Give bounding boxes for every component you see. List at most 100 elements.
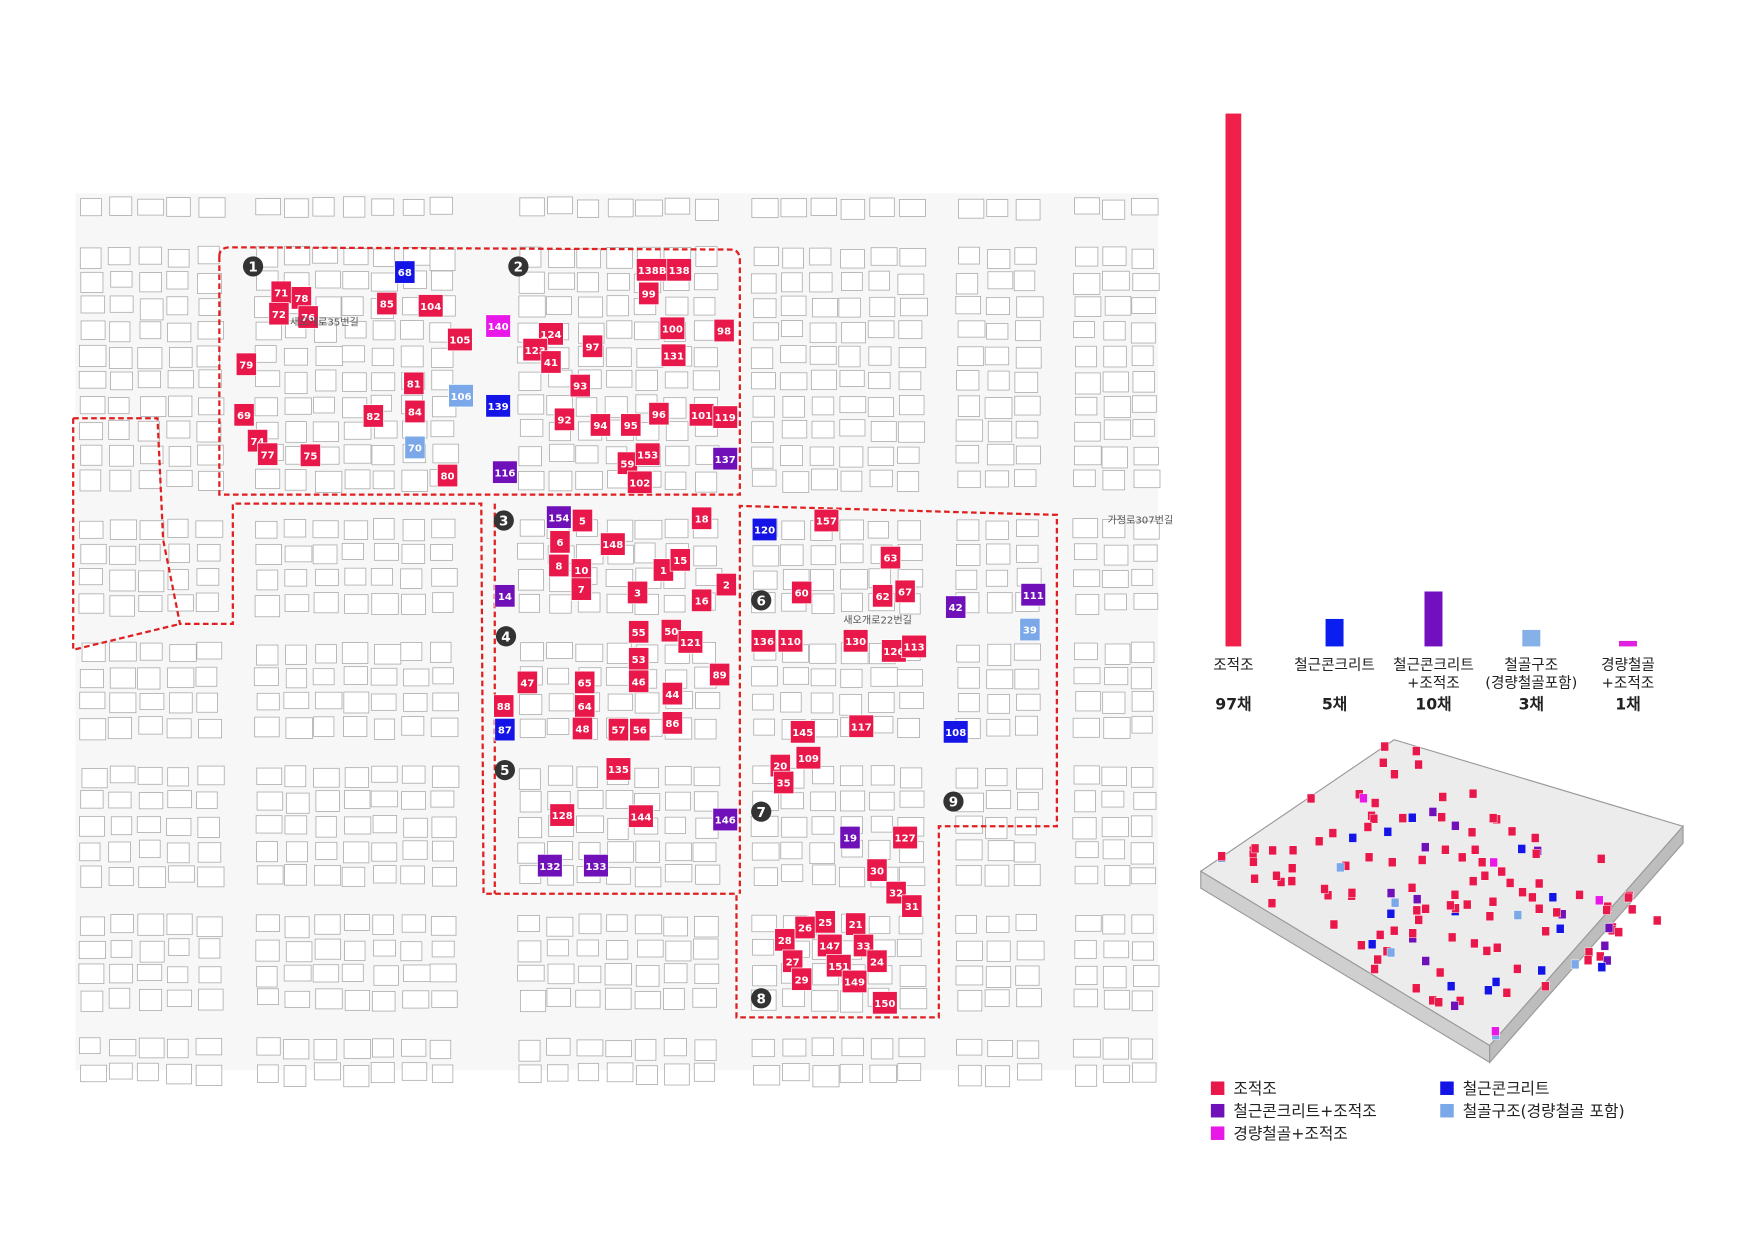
map-block xyxy=(343,196,366,218)
map-block xyxy=(811,1037,834,1056)
map-block xyxy=(256,966,278,988)
map-block xyxy=(370,667,398,686)
map-block xyxy=(198,938,221,959)
map-block xyxy=(519,718,546,738)
map-block xyxy=(1102,966,1127,989)
map-block xyxy=(79,669,104,689)
map-block xyxy=(1131,395,1157,413)
map-block xyxy=(255,468,281,489)
map-block xyxy=(109,641,137,662)
map-block xyxy=(196,916,223,938)
axo-building xyxy=(1614,927,1623,937)
axo-building xyxy=(1408,928,1417,938)
map-block xyxy=(868,270,890,291)
map-block xyxy=(546,939,569,957)
bar xyxy=(1225,113,1242,647)
axo-building xyxy=(1357,940,1366,950)
map-block xyxy=(752,322,779,341)
map-block xyxy=(782,471,810,493)
map-block xyxy=(955,419,984,442)
map-block xyxy=(167,370,194,389)
bar xyxy=(1522,629,1541,647)
zone-outline xyxy=(218,246,741,496)
map-block xyxy=(576,272,599,293)
map-block xyxy=(780,295,807,317)
building xyxy=(549,803,575,827)
map-block xyxy=(1074,790,1096,813)
map-block xyxy=(284,569,308,587)
map-block xyxy=(1075,594,1100,615)
map-block xyxy=(518,446,542,467)
building-label: 82 xyxy=(366,412,380,423)
building-label: 24 xyxy=(870,957,884,968)
category-label: 철근콘크리트 xyxy=(1294,657,1375,674)
map-block xyxy=(1103,544,1129,566)
map-block xyxy=(809,346,837,365)
map-block xyxy=(429,1039,452,1060)
value-label: 10채 xyxy=(1415,694,1451,713)
map-block xyxy=(899,988,928,1010)
building-label: 123 xyxy=(525,346,546,357)
building-label: 48 xyxy=(575,725,589,736)
map-block xyxy=(985,768,1008,787)
map-block xyxy=(138,866,166,888)
building-label: 47 xyxy=(520,679,534,690)
map-block xyxy=(313,716,335,737)
value-label: 1채 xyxy=(1615,694,1640,713)
building xyxy=(437,463,459,488)
map-block xyxy=(810,791,836,812)
map-block xyxy=(372,470,395,490)
map-block xyxy=(546,1037,571,1056)
map-block xyxy=(957,320,986,338)
axo-building xyxy=(1398,813,1407,823)
map-block xyxy=(1101,790,1125,808)
map-block xyxy=(373,718,396,740)
building-label: 86 xyxy=(665,719,679,730)
axo-building xyxy=(1347,888,1357,898)
map-block xyxy=(782,396,805,418)
building xyxy=(945,595,967,619)
map-block xyxy=(780,320,804,337)
map-block xyxy=(984,864,1010,887)
legend-swatch xyxy=(1210,1103,1225,1118)
axo-building xyxy=(1518,887,1527,897)
building xyxy=(885,881,907,905)
axo-building xyxy=(1386,909,1396,919)
map-block xyxy=(576,939,599,957)
map-block xyxy=(285,717,313,739)
building-label: 63 xyxy=(883,554,897,565)
map-block xyxy=(578,965,602,984)
map-block xyxy=(693,766,721,787)
map-block xyxy=(370,568,393,586)
map-block xyxy=(109,595,135,617)
map-block xyxy=(198,369,222,388)
map-block xyxy=(811,420,835,439)
axo-building xyxy=(1369,813,1379,824)
map-block xyxy=(955,839,983,861)
map-block xyxy=(518,569,544,591)
building-label: 41 xyxy=(544,358,558,369)
building xyxy=(661,711,683,735)
map-block xyxy=(634,542,656,564)
legend-swatch xyxy=(1440,1103,1454,1118)
map-block xyxy=(606,295,629,317)
map-block xyxy=(401,765,426,784)
map-block xyxy=(838,345,861,368)
map-block xyxy=(373,865,397,884)
axo-building xyxy=(1507,826,1517,837)
map-block xyxy=(429,963,457,983)
axo-building xyxy=(1348,833,1357,843)
map-block xyxy=(195,666,218,687)
map-block xyxy=(898,866,926,886)
building xyxy=(620,413,642,437)
map-block xyxy=(401,914,427,933)
map-block xyxy=(79,718,107,741)
zone-marker xyxy=(508,256,529,277)
map-block xyxy=(665,296,689,316)
map-block xyxy=(109,692,137,714)
map-block xyxy=(605,987,632,1010)
map-block xyxy=(373,965,399,986)
building xyxy=(750,629,777,653)
axo-building xyxy=(1597,962,1606,972)
map-block xyxy=(109,196,133,216)
